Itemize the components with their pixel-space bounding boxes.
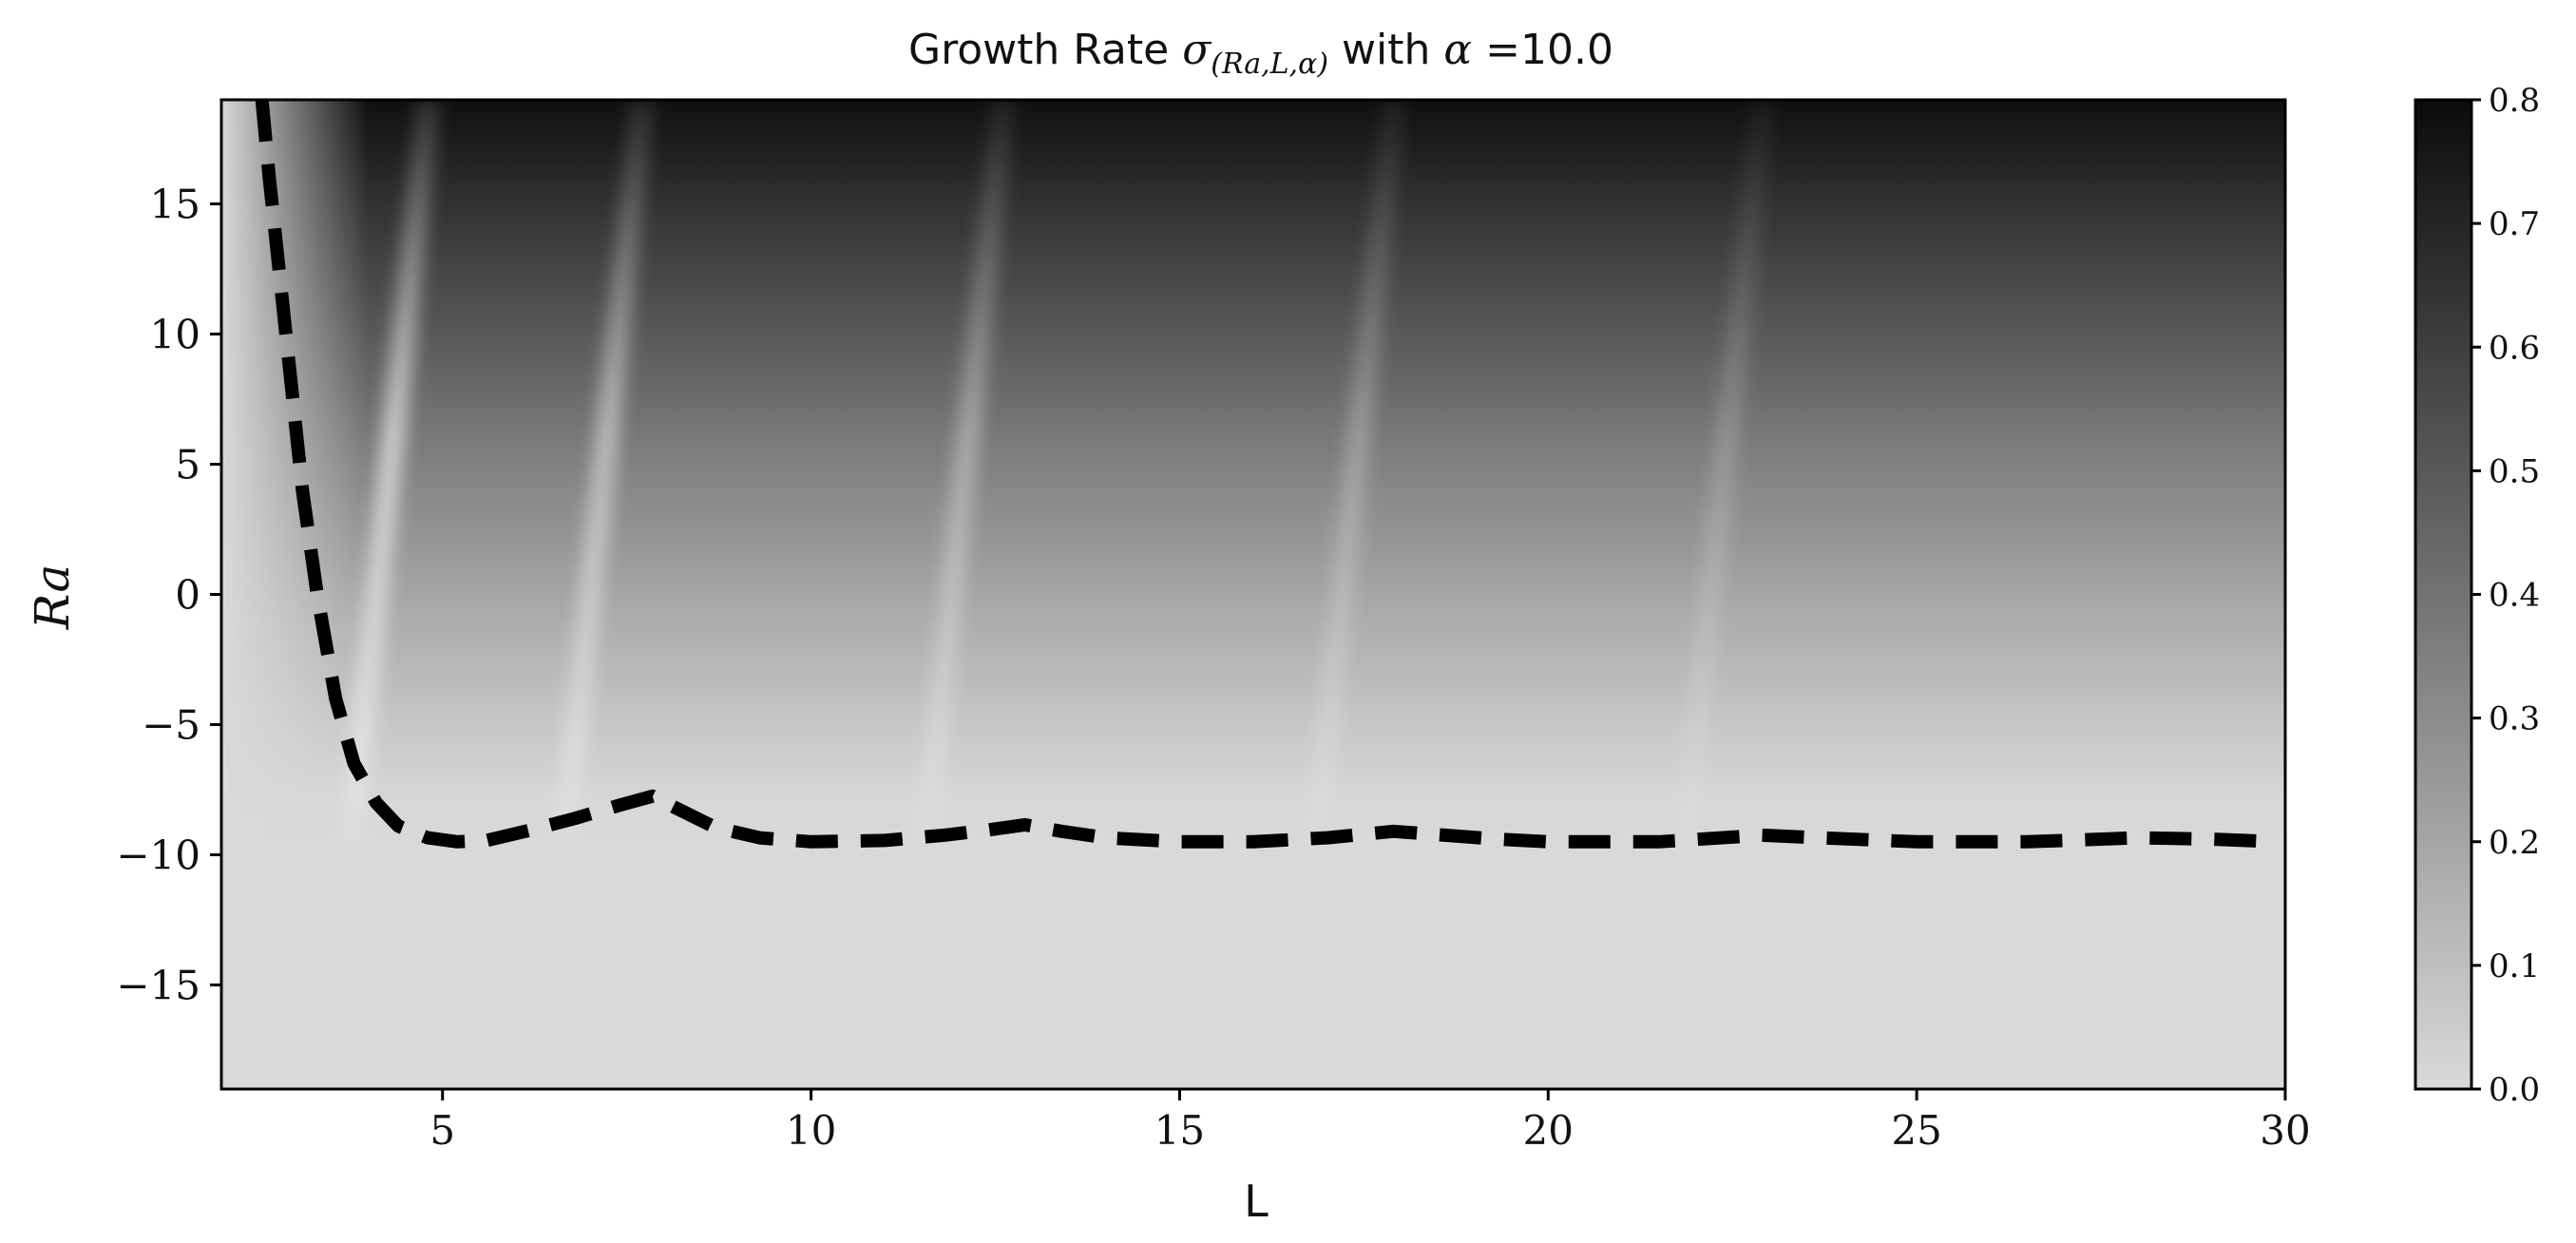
mode-ridge (526, 100, 654, 1089)
plot-area (219, 98, 2287, 1091)
y-tick-label: 0 (175, 572, 200, 619)
y-tick-label: 10 (150, 312, 200, 358)
title-middle: with (1328, 26, 1443, 74)
x-tick-label: 15 (1154, 1107, 1205, 1154)
mode-ridge (1278, 100, 1406, 1089)
y-axis-label: Ra (25, 564, 80, 631)
mode-ridge (887, 100, 1016, 1089)
neutral-curve-layer (255, 100, 2279, 849)
y-axis: 15 10 5 0 −5 −10 −15 (116, 182, 221, 1008)
title-suffix: =10.0 (1472, 26, 1613, 74)
colorbar-tick-label: 0.0 (2489, 1071, 2540, 1109)
colorbar-tick-label: 0.8 (2489, 82, 2540, 120)
colorbar-tick-label: 0.1 (2489, 947, 2540, 985)
y-tick-label: −15 (116, 962, 200, 1008)
y-tick-label: −5 (142, 701, 200, 748)
title-prefix: Growth Rate (908, 26, 1182, 74)
title-subscript: (Ra,L,α) (1211, 48, 1328, 81)
colorbar-ticks: 0.0 0.1 0.2 0.3 0.4 0.5 0.6 0.7 0.8 (2471, 82, 2540, 1109)
mode-ridge (1647, 100, 1775, 1089)
x-axis-label: L (1244, 1176, 1269, 1227)
colorbar: 0.0 0.1 0.2 0.3 0.4 0.5 0.6 0.7 0.8 (2414, 82, 2540, 1109)
colorbar-tick-label: 0.5 (2489, 452, 2540, 490)
x-tick-label: 5 (429, 1107, 455, 1154)
colorbar-tick-label: 0.3 (2489, 700, 2540, 738)
x-tick-label: 25 (1891, 1107, 1941, 1154)
heatmap-background (221, 100, 2285, 1089)
colorbar-tick-label: 0.2 (2489, 824, 2540, 862)
x-tick-label: 20 (1523, 1107, 1574, 1154)
colorbar-tick-label: 0.7 (2489, 205, 2540, 243)
colorbar-tick-label: 0.4 (2489, 577, 2540, 615)
y-tick-label: −10 (116, 832, 200, 878)
x-axis: 5 10 15 20 25 30 (429, 1089, 2311, 1154)
y-tick-label: 15 (150, 182, 200, 228)
heatmap-mode-ridges (313, 100, 1775, 1089)
neutral-stability-curve (255, 100, 2279, 849)
mode-ridge (313, 100, 441, 1089)
x-tick-label: 30 (2260, 1107, 2310, 1154)
title-sigma: σ (1182, 26, 1212, 74)
title-alpha: α (1443, 26, 1472, 74)
x-tick-label: 10 (786, 1107, 836, 1154)
colorbar-tick-label: 0.6 (2489, 329, 2540, 367)
colorbar-gradient (2415, 100, 2471, 1089)
chart-title: Growth Rate σ(Ra,L,α) with α =10.0 (908, 26, 1613, 81)
y-tick-label: 5 (175, 442, 200, 488)
